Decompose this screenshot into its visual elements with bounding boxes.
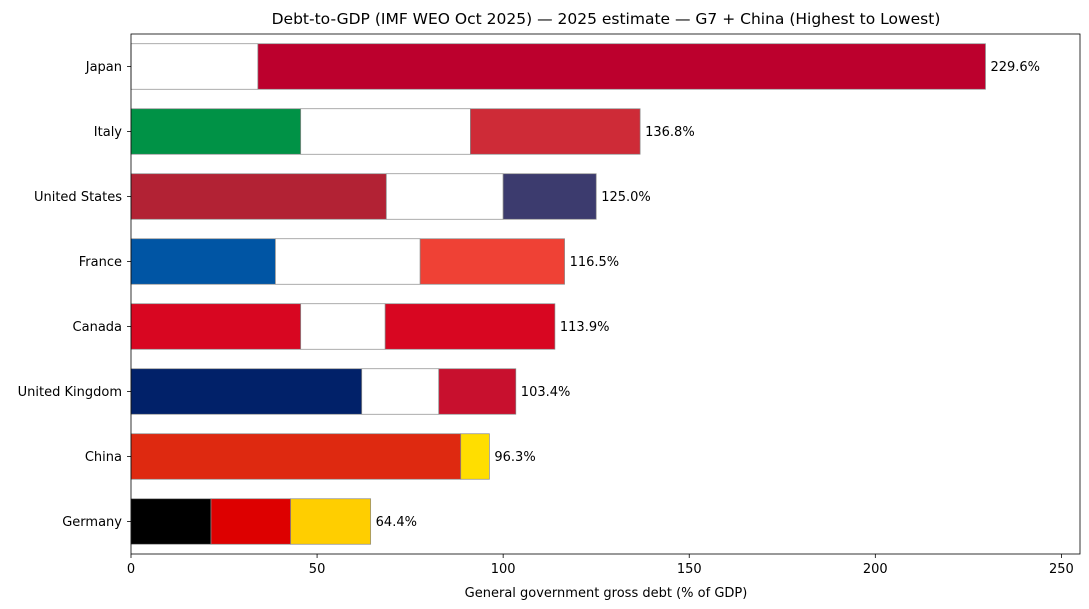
- value-label-germany: 64.4%: [376, 515, 417, 530]
- x-tick-label-150: 150: [677, 562, 702, 577]
- plot-border: [130, 33, 1081, 555]
- value-label-united-states: 125.0%: [601, 190, 651, 205]
- y-tick-label-italy: Italy: [94, 125, 123, 140]
- bar-segment-france-3: [419, 238, 565, 285]
- bar-segment-united-states-2: [385, 173, 504, 220]
- bar-segment-italy-3: [470, 108, 641, 155]
- value-label-united-kingdom: 103.4%: [521, 385, 571, 400]
- bar-united-kingdom: 103.4%: [130, 368, 571, 415]
- y-tick-label-france: France: [79, 255, 122, 270]
- bar-segment-china-1: [130, 433, 462, 480]
- x-tick-label-250: 250: [1049, 562, 1074, 577]
- x-tick-label-100: 100: [491, 562, 516, 577]
- bar-segment-france-2: [275, 238, 421, 285]
- bar-segment-united-states-3: [502, 173, 597, 220]
- bar-segment-france-1: [130, 238, 276, 285]
- bar-italy: 136.8%: [130, 108, 695, 155]
- y-tick-label-germany: Germany: [62, 515, 122, 530]
- bar-segment-japan-2: [257, 43, 986, 90]
- y-tick-label-japan: Japan: [85, 60, 122, 75]
- y-tick-label-china: China: [85, 450, 122, 465]
- bar-segment-china-2: [460, 433, 490, 480]
- x-tick-label-200: 200: [863, 562, 888, 577]
- bar-france: 116.5%: [130, 238, 620, 285]
- bar-segment-japan-1: [130, 43, 259, 90]
- bar-segment-united-states-1: [130, 173, 387, 220]
- bar-germany: 64.4%: [130, 498, 417, 545]
- bar-china: 96.3%: [130, 433, 536, 480]
- plot-frame: [130, 33, 1081, 555]
- x-axis: 0 50 100 150 200 250: [127, 554, 1074, 577]
- y-tick-label-united-states: United States: [34, 190, 122, 205]
- bar-segment-canada-3: [384, 303, 556, 350]
- y-tick-label-canada: Canada: [73, 320, 122, 335]
- value-label-japan: 229.6%: [990, 60, 1040, 75]
- bar-segment-germany-3: [290, 498, 372, 545]
- bar-segment-canada-2: [300, 303, 386, 350]
- value-label-china: 96.3%: [494, 450, 535, 465]
- bar-segment-united-kingdom-3: [438, 368, 517, 415]
- y-tick-label-united-kingdom: United Kingdom: [18, 385, 122, 400]
- x-axis-title: General government gross debt (% of GDP): [465, 586, 748, 601]
- bar-segment-united-kingdom-1: [130, 368, 363, 415]
- y-axis-labels: Japan Italy United States France Canada Unite…: [18, 60, 131, 530]
- bar-segment-italy-1: [130, 108, 302, 155]
- bar-segment-italy-2: [300, 108, 471, 155]
- bar-canada: 113.9%: [130, 303, 610, 350]
- x-tick-label-0: 0: [127, 562, 135, 577]
- chart-title: Debt-to-GDP (IMF WEO Oct 2025) — 2025 es…: [272, 10, 941, 28]
- bar-segment-germany-2: [210, 498, 292, 545]
- bar-segment-canada-1: [130, 303, 302, 350]
- x-tick-label-50: 50: [309, 562, 326, 577]
- value-label-france: 116.5%: [570, 255, 620, 270]
- bar-united-states: 125.0%: [130, 173, 651, 220]
- bar-japan: 229.6%: [130, 43, 1040, 90]
- value-label-canada: 113.9%: [560, 320, 610, 335]
- bar-segment-united-kingdom-2: [361, 368, 440, 415]
- value-label-italy: 136.8%: [645, 125, 695, 140]
- bars-layer: 229.6% 136.8% 125.0% 116.5% 113.9% 103.4% 96.3…: [130, 43, 1040, 545]
- bar-segment-germany-1: [130, 498, 212, 545]
